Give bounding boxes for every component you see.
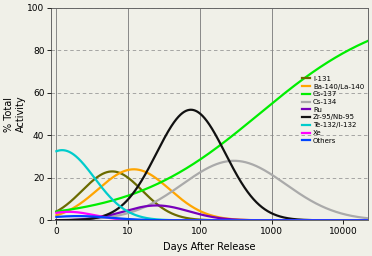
Zr-95/Nb-95 bbox=[54, 219, 59, 222]
Xe bbox=[91, 214, 96, 217]
Cs-137 bbox=[54, 210, 59, 213]
Ba-140/La-140 bbox=[192, 207, 196, 210]
Te-132/I-132 bbox=[192, 219, 196, 222]
Cs-137 bbox=[371, 37, 372, 40]
Cs-137 bbox=[178, 170, 182, 174]
Zr-95/Nb-95 bbox=[336, 219, 340, 222]
Zr-95/Nb-95 bbox=[91, 217, 96, 220]
Xe bbox=[192, 219, 196, 222]
Zr-95/Nb-95 bbox=[189, 108, 193, 111]
Others bbox=[54, 215, 59, 218]
I-131 bbox=[192, 218, 196, 221]
I-131 bbox=[110, 170, 115, 173]
Cs-134 bbox=[178, 184, 182, 187]
Cs-134 bbox=[232, 159, 236, 162]
Cs-134 bbox=[371, 217, 372, 220]
Te-132/I-132 bbox=[54, 150, 59, 153]
I-131 bbox=[110, 170, 115, 173]
Line: I-131: I-131 bbox=[57, 172, 372, 220]
Ba-140/La-140 bbox=[178, 197, 183, 200]
Ba-140/La-140 bbox=[110, 176, 115, 179]
Line: Te-132/I-132: Te-132/I-132 bbox=[57, 150, 372, 220]
Line: Cs-134: Cs-134 bbox=[57, 161, 372, 220]
Xe bbox=[336, 219, 340, 222]
Ru bbox=[91, 217, 96, 220]
I-131 bbox=[336, 219, 340, 222]
Ru bbox=[192, 211, 196, 214]
Te-132/I-132 bbox=[110, 198, 115, 201]
Ba-140/La-140 bbox=[91, 192, 96, 195]
Others bbox=[91, 215, 96, 218]
Line: Cs-137: Cs-137 bbox=[57, 36, 372, 211]
Legend: I-131, Ba-140/La-140, Cs-137, Cs-134, Ru, Zr-95/Nb-95, Te-132/I-132, Xe, Others: I-131, Ba-140/La-140, Cs-137, Cs-134, Ru… bbox=[302, 76, 364, 144]
Cs-134 bbox=[91, 217, 96, 220]
Line: Ba-140/La-140: Ba-140/La-140 bbox=[57, 169, 372, 220]
X-axis label: Days After Release: Days After Release bbox=[163, 242, 256, 252]
Others bbox=[371, 219, 372, 222]
Xe bbox=[67, 210, 71, 213]
Line: Xe: Xe bbox=[57, 212, 372, 220]
Ru bbox=[110, 213, 115, 216]
Ba-140/La-140 bbox=[54, 214, 59, 217]
Ba-140/La-140 bbox=[132, 168, 136, 171]
Te-132/I-132 bbox=[178, 219, 183, 222]
Others bbox=[192, 219, 196, 222]
I-131 bbox=[91, 179, 96, 182]
Cs-134 bbox=[110, 215, 115, 218]
Ba-140/La-140 bbox=[371, 219, 372, 222]
Cs-137 bbox=[336, 55, 340, 58]
I-131 bbox=[371, 219, 372, 222]
Others bbox=[336, 219, 340, 222]
Xe bbox=[371, 219, 372, 222]
Ba-140/La-140 bbox=[336, 219, 340, 222]
Xe bbox=[178, 219, 183, 222]
Line: Others: Others bbox=[57, 216, 372, 220]
Ru bbox=[336, 219, 340, 222]
Cs-134 bbox=[54, 219, 59, 222]
Ru bbox=[371, 219, 372, 222]
Te-132/I-132 bbox=[91, 175, 96, 178]
Zr-95/Nb-95 bbox=[192, 109, 196, 112]
Ru bbox=[54, 219, 59, 222]
Cs-137 bbox=[110, 199, 115, 202]
I-131 bbox=[178, 215, 183, 218]
Ru bbox=[154, 204, 159, 207]
Zr-95/Nb-95 bbox=[178, 113, 182, 116]
Others bbox=[110, 216, 115, 219]
Xe bbox=[110, 217, 115, 220]
Others bbox=[178, 219, 183, 222]
Y-axis label: % Total
Activity: % Total Activity bbox=[4, 96, 26, 132]
I-131 bbox=[54, 210, 59, 213]
Te-132/I-132 bbox=[60, 149, 64, 152]
Cs-137 bbox=[192, 162, 196, 165]
Te-132/I-132 bbox=[336, 219, 340, 222]
Others bbox=[76, 215, 80, 218]
Cs-137 bbox=[91, 204, 96, 207]
Cs-134 bbox=[192, 175, 196, 178]
Te-132/I-132 bbox=[371, 219, 372, 222]
Xe bbox=[54, 211, 59, 214]
Line: Zr-95/Nb-95: Zr-95/Nb-95 bbox=[57, 110, 372, 220]
Cs-134 bbox=[336, 211, 340, 214]
Zr-95/Nb-95 bbox=[110, 211, 115, 214]
Ru bbox=[178, 207, 183, 210]
Line: Ru: Ru bbox=[57, 206, 372, 220]
Zr-95/Nb-95 bbox=[371, 219, 372, 222]
